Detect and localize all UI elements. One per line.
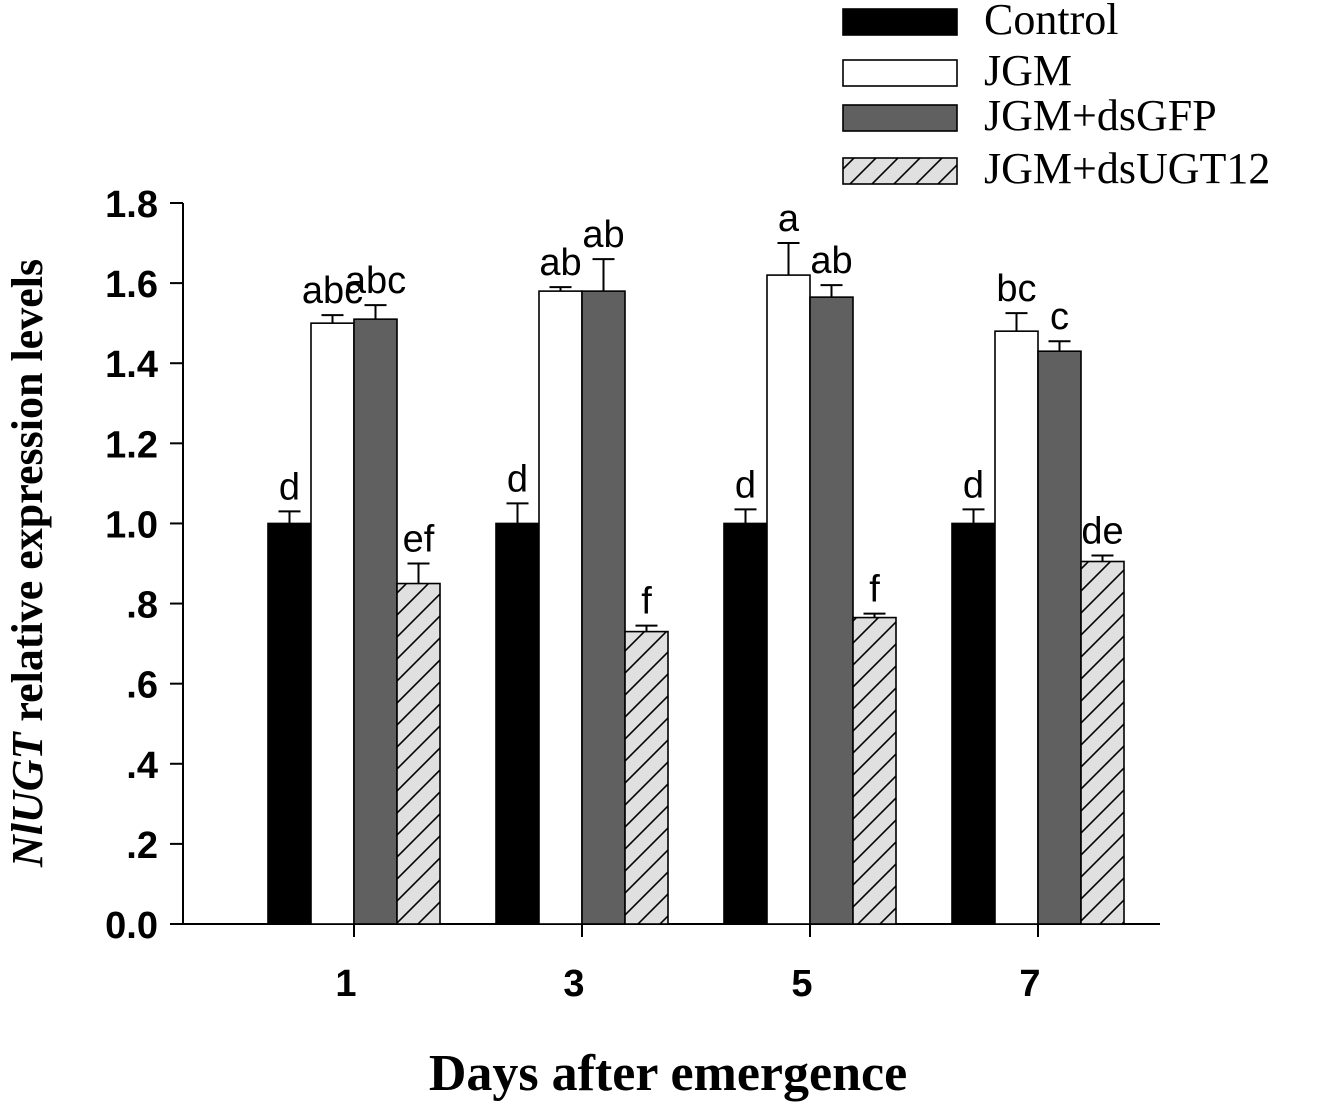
y-tick-label: 1.4 xyxy=(105,344,158,386)
legend-swatch xyxy=(842,157,958,185)
bar-jgm-dsgfp-day-3 xyxy=(581,290,626,925)
legend-label: JGM+dsGFP xyxy=(984,91,1217,140)
y-axis-title-gene: NlUGT xyxy=(3,731,52,869)
y-tick-label: 1.8 xyxy=(105,184,158,226)
significance-label: abc xyxy=(345,260,406,302)
significance-label: ab xyxy=(582,214,624,256)
bar-jgm-dsgfp-day-5 xyxy=(809,296,854,925)
significance-label: f xyxy=(869,569,880,611)
bar-jgm-dsgfp-day-1 xyxy=(353,318,398,925)
bar-control-day-5 xyxy=(723,522,768,925)
bar-jgm-day-7 xyxy=(994,330,1039,925)
significance-label: d xyxy=(279,466,300,508)
y-axis-title: NlUGT relative expression levels xyxy=(3,259,52,868)
x-axis: 1 3 5 7 xyxy=(183,923,1160,1005)
significance-label: de xyxy=(1081,510,1123,552)
bar-jgm-day-5 xyxy=(766,274,811,925)
x-tick-label: 5 xyxy=(791,963,812,1005)
significance-label: d xyxy=(963,464,984,506)
bar-control-day-3 xyxy=(495,522,540,925)
significance-label: ef xyxy=(403,519,435,561)
significance-label: c xyxy=(1050,296,1069,338)
x-axis-title: Days after emergence xyxy=(429,1045,907,1102)
legend-swatch xyxy=(842,104,958,132)
significance-label: a xyxy=(778,198,800,240)
bar-jgm-dsugt12-day-7 xyxy=(1080,560,1125,925)
legend-label: Control xyxy=(984,0,1118,44)
legend-swatch xyxy=(842,8,958,36)
bar-jgm-dsgfp-day-7 xyxy=(1037,350,1082,925)
bar-jgm-day-3 xyxy=(538,290,583,925)
y-tick-label: .8 xyxy=(126,585,158,627)
x-tick-label: 7 xyxy=(1019,963,1040,1005)
y-axis-title-rest: relative expression levels xyxy=(3,259,52,733)
bar-control-day-1 xyxy=(267,522,312,925)
legend-label: JGM+dsUGT12 xyxy=(984,144,1270,193)
y-axis: 0.0 .2 .4 .6 .8 1.0 1.2 1.4 1.6 1.8 xyxy=(105,184,184,947)
legend-label: JGM xyxy=(984,46,1072,95)
significance-label: ab xyxy=(810,240,852,282)
bar-jgm-day-1 xyxy=(310,322,355,925)
y-tick-label: 1.0 xyxy=(105,504,158,546)
legend-swatch xyxy=(842,59,958,87)
significance-label: f xyxy=(641,581,652,623)
y-tick-label: 1.6 xyxy=(105,264,158,306)
x-tick-label: 3 xyxy=(563,963,584,1005)
y-tick-label: .4 xyxy=(126,745,158,787)
bar-control-day-7 xyxy=(951,522,996,925)
y-tick-label: 0.0 xyxy=(105,905,158,947)
x-tick-label: 1 xyxy=(335,963,356,1005)
significance-label: bc xyxy=(996,268,1036,310)
significance-label: d xyxy=(735,464,756,506)
y-tick-label: .2 xyxy=(126,825,158,867)
bar-jgm-dsugt12-day-5 xyxy=(852,616,897,925)
significance-label: abc xyxy=(302,270,363,312)
y-tick-label: .6 xyxy=(126,665,158,707)
significance-label: d xyxy=(507,458,528,500)
bar-jgm-dsugt12-day-3 xyxy=(624,630,669,925)
significance-label: ab xyxy=(539,242,581,284)
bar-jgm-dsugt12-day-1 xyxy=(396,582,441,925)
y-tick-label: 1.2 xyxy=(105,424,158,466)
